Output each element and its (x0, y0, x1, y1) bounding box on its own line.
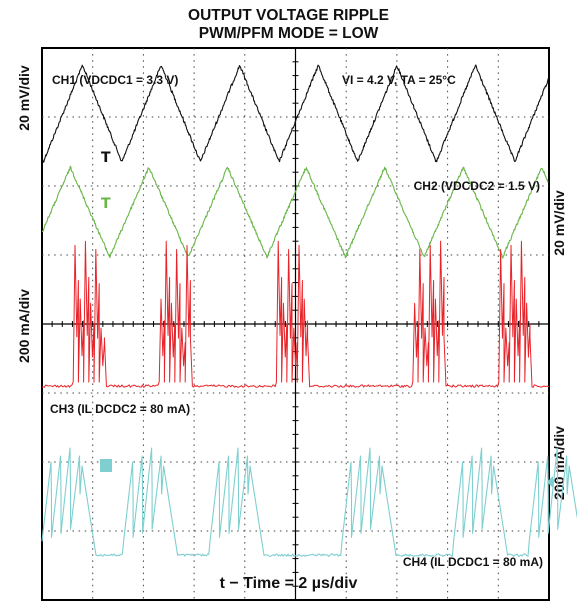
ch1-trigger-marker: T (101, 150, 111, 166)
ch4-level-marker (547, 476, 553, 488)
ch1-annotation: CH1 (VDCDC1 = 3.3 V) (52, 73, 178, 87)
ch2-annotation: CH2 (VDCDC2 = 1.5 V) (414, 179, 540, 193)
chart-title: OUTPUT VOLTAGE RIPPLE (188, 7, 389, 24)
x-axis-label: t − Time = 2 µs/div (219, 575, 358, 592)
plot-grid (41, 47, 550, 601)
ch4-annotation: CH4 (IL DCDC1 = 80 mA) (403, 555, 543, 569)
ch3-trace (41, 240, 550, 388)
ch3-annotation: CH3 (IL DCDC2 = 80 mA) (50, 402, 190, 416)
conditions-annotation: VI = 4.2 V, TA = 25°C (342, 73, 456, 87)
chart-subtitle: PWM/PFM MODE = LOW (198, 25, 379, 42)
ch4-trigger-marker (100, 459, 112, 472)
ch1-trace (41, 64, 549, 163)
traces (41, 64, 577, 557)
channel-markers: TT (100, 150, 553, 488)
ch4-trace (41, 447, 577, 557)
ch2-trace (41, 165, 549, 259)
ch2-trigger-marker: T (101, 196, 111, 212)
